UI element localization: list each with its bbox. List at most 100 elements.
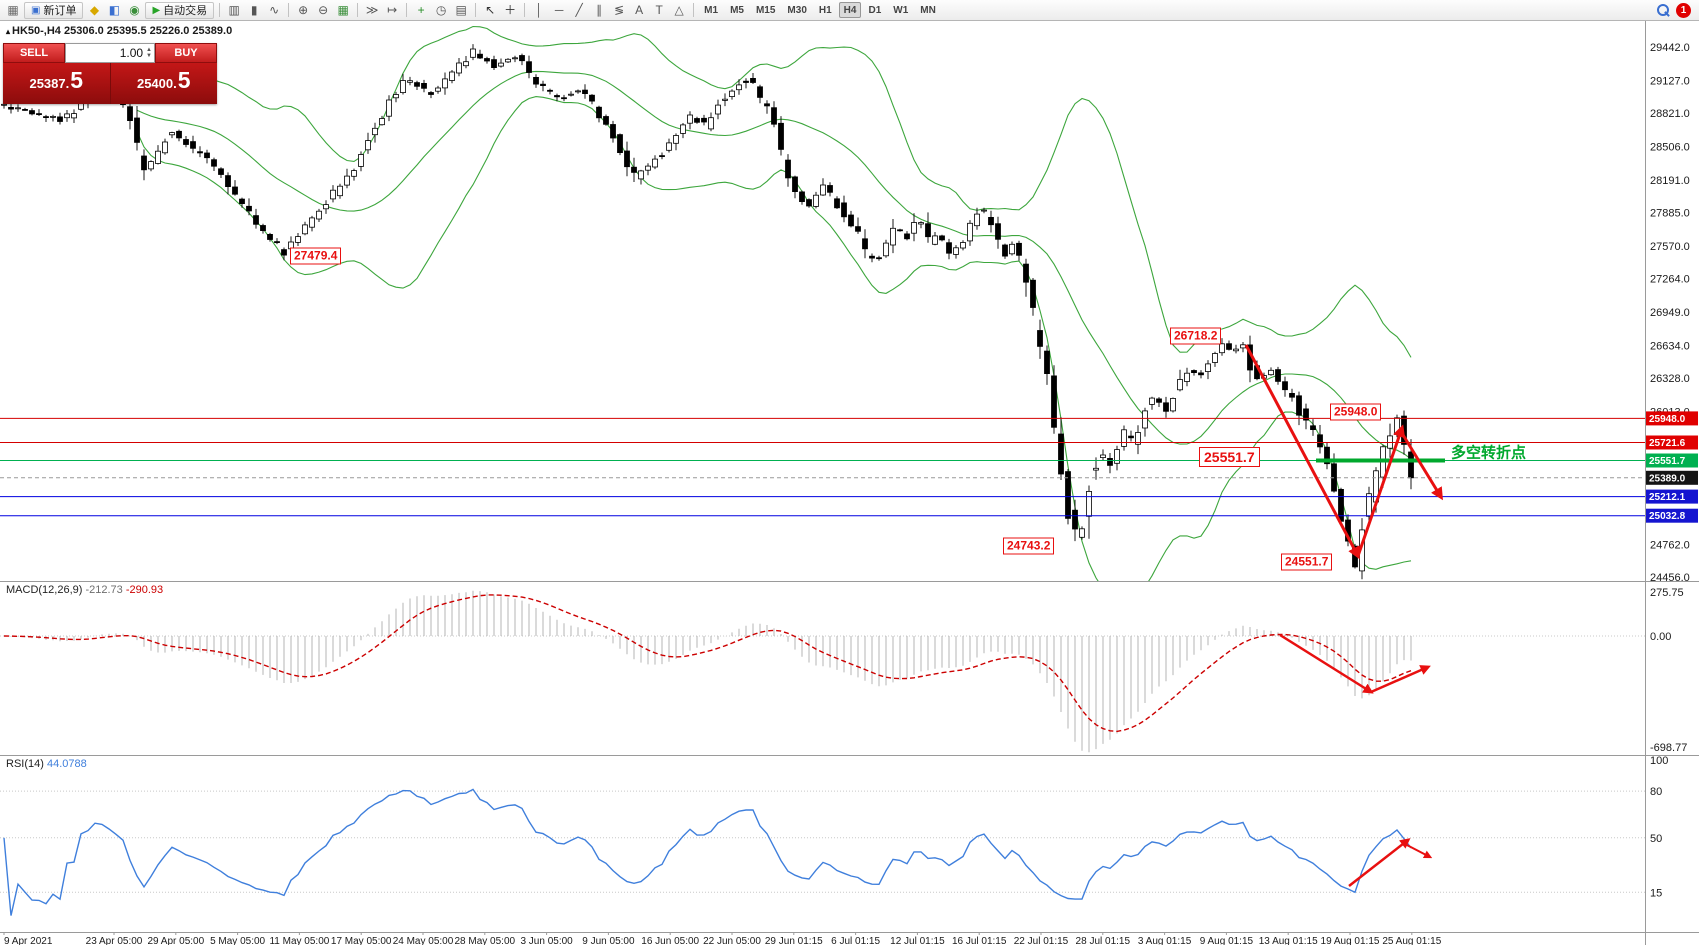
- vertical-line-icon[interactable]: │: [535, 3, 543, 17]
- svg-text:22 Jun 05:00: 22 Jun 05:00: [703, 936, 761, 945]
- new-order-button-icon: ▣: [31, 4, 41, 16]
- trend-arrow[interactable]: [1356, 424, 1406, 557]
- price-tag: [1646, 411, 1698, 426]
- rsi-indicator-label: RSI(14) 44.0788: [6, 758, 87, 770]
- svg-text:29442.0: 29442.0: [1650, 42, 1690, 54]
- time-axis[interactable]: 9 Apr 2021 23 Apr 05:00 29 Apr 05:00 5 May …: [3, 932, 1442, 945]
- market-watch-icon[interactable]: ◆: [89, 3, 100, 17]
- buy-button[interactable]: BUY: [155, 43, 217, 63]
- svg-text:13 Aug 01:15: 13 Aug 01:15: [1259, 936, 1318, 945]
- arrows-icon[interactable]: △: [674, 3, 684, 17]
- macd-signal-line: [3, 594, 1412, 733]
- indicators-icon[interactable]: +: [417, 3, 425, 17]
- svg-text:28821.0: 28821.0: [1650, 108, 1690, 120]
- tile-windows-icon[interactable]: ▦: [337, 3, 349, 17]
- trend-arrow[interactable]: [1279, 633, 1374, 694]
- svg-text:19 Aug 01:15: 19 Aug 01:15: [1321, 936, 1380, 945]
- search-icon[interactable]: [1656, 3, 1670, 17]
- timeframe-button-m15[interactable]: M15: [755, 5, 776, 16]
- channel-icon[interactable]: ∥: [596, 3, 603, 17]
- buy-price-main: 25400.: [136, 76, 177, 91]
- rsi-axis[interactable]: 100 80 50 15: [1650, 755, 1668, 899]
- timeframe-button-h4[interactable]: H4: [838, 2, 862, 18]
- svg-text:3 Jun 05:00: 3 Jun 05:00: [520, 936, 573, 945]
- navigator-icon[interactable]: ◉: [129, 3, 140, 17]
- trend-arrow[interactable]: [1244, 344, 1360, 560]
- toolbar-separator: [219, 3, 221, 17]
- svg-text:6 Jul 01:15: 6 Jul 01:15: [831, 936, 880, 945]
- timeframe-button-m1[interactable]: M1: [704, 5, 719, 16]
- lot-increase-icon[interactable]: ▲: [146, 47, 152, 53]
- buy-price[interactable]: 25400. 5: [111, 63, 218, 104]
- svg-text:28191.0: 28191.0: [1650, 175, 1690, 187]
- timeframe-button-h1[interactable]: H1: [818, 5, 832, 16]
- price-axis[interactable]: 29442.0 29127.0 28821.0 28506.0 28191.0 27885…: [1646, 42, 1698, 584]
- new-order-button[interactable]: ▣ 新订单: [24, 1, 84, 19]
- autotrading-button[interactable]: ▶ 自动交易: [145, 1, 215, 19]
- toolbar-separator: [288, 3, 290, 17]
- svg-text:28 May 05:00: 28 May 05:00: [454, 936, 515, 945]
- rsi-name: RSI(14): [6, 758, 44, 770]
- crosshair-icon[interactable]: ＋: [504, 3, 517, 17]
- price-tag: [1646, 435, 1698, 450]
- line-chart-icon[interactable]: ∿: [269, 3, 280, 17]
- trend-arrow[interactable]: [1370, 665, 1431, 694]
- zoom-out-icon[interactable]: ⊖: [318, 3, 329, 17]
- svg-text:50: 50: [1650, 833, 1662, 845]
- lot-decrease-icon[interactable]: ▼: [146, 53, 152, 59]
- timeframe-button-m5[interactable]: M5: [730, 5, 744, 16]
- svg-text:25032.8: 25032.8: [1649, 511, 1686, 522]
- trend-annotations: [1244, 344, 1445, 560]
- timeframe-button-m30[interactable]: M30: [787, 5, 807, 16]
- lot-size-spinner[interactable]: 1.00 ▲ ▼: [65, 43, 155, 63]
- svg-text:24456.0: 24456.0: [1650, 572, 1690, 584]
- templates-icon[interactable]: ▤: [455, 3, 467, 17]
- price-tag: [1646, 453, 1698, 468]
- trend-arrow[interactable]: [1348, 838, 1411, 887]
- periods-icon[interactable]: ◷: [435, 3, 447, 17]
- main-chart-panel[interactable]: [1, 25, 1414, 602]
- trend-arrow[interactable]: [1402, 842, 1433, 859]
- macd-value-2: -290.93: [125, 584, 164, 596]
- svg-text:25 Aug 01:15: 25 Aug 01:15: [1382, 936, 1441, 945]
- timeframe-button-mn[interactable]: MN: [920, 5, 936, 16]
- sell-button[interactable]: SELL: [3, 43, 65, 63]
- bar-chart-icon[interactable]: ▥: [228, 3, 240, 17]
- data-window-icon[interactable]: ◧: [108, 3, 121, 17]
- rsi-line: [3, 788, 1412, 916]
- horizontal-line-icon[interactable]: ─: [554, 3, 564, 17]
- new-order-button-label: 新订单: [43, 5, 77, 17]
- chart-window-icon[interactable]: ▦: [7, 3, 19, 17]
- fibonacci-icon[interactable]: ≶: [614, 3, 625, 17]
- svg-text:28506.0: 28506.0: [1650, 141, 1690, 153]
- notification-badge[interactable]: 1: [1676, 2, 1691, 18]
- zoom-in-icon[interactable]: ⊕: [298, 3, 309, 17]
- svg-text:27885.0: 27885.0: [1650, 208, 1690, 220]
- toolbar-separator: [406, 3, 408, 17]
- macd-histogram: [10, 590, 1412, 753]
- macd-panel[interactable]: [0, 590, 1645, 753]
- macd-axis[interactable]: 275.75 0.00 -698.77: [1650, 587, 1687, 754]
- candlestick-chart-icon[interactable]: ▮: [250, 3, 258, 17]
- lot-size-value: 1.00: [119, 46, 144, 60]
- svg-text:11 May 05:00: 11 May 05:00: [269, 936, 329, 945]
- buy-price-frac: 5: [177, 67, 191, 93]
- trend-arrow[interactable]: [1398, 429, 1443, 501]
- auto-scroll-icon[interactable]: ≫: [365, 3, 379, 17]
- timeframe-button-d1[interactable]: D1: [868, 5, 882, 16]
- text-label-icon[interactable]: T: [655, 3, 663, 17]
- text-icon[interactable]: A: [635, 3, 644, 17]
- timeframe-button-w1[interactable]: W1: [893, 5, 909, 16]
- svg-text:-698.77: -698.77: [1650, 742, 1687, 754]
- sell-price[interactable]: 25387. 5: [3, 63, 111, 104]
- cursor-icon[interactable]: ↖: [485, 3, 496, 17]
- svg-text:23 Apr 05:00: 23 Apr 05:00: [86, 936, 143, 945]
- chart-shift-icon[interactable]: ↦: [387, 3, 398, 17]
- svg-text:22 Jul 01:15: 22 Jul 01:15: [1014, 936, 1069, 945]
- rsi-panel[interactable]: [0, 788, 1645, 916]
- autotrading-button-label: 自动交易: [163, 5, 208, 17]
- sell-price-main: 25387.: [29, 76, 70, 91]
- trendline-icon[interactable]: ╱: [575, 3, 583, 17]
- svg-text:24762.0: 24762.0: [1650, 539, 1690, 551]
